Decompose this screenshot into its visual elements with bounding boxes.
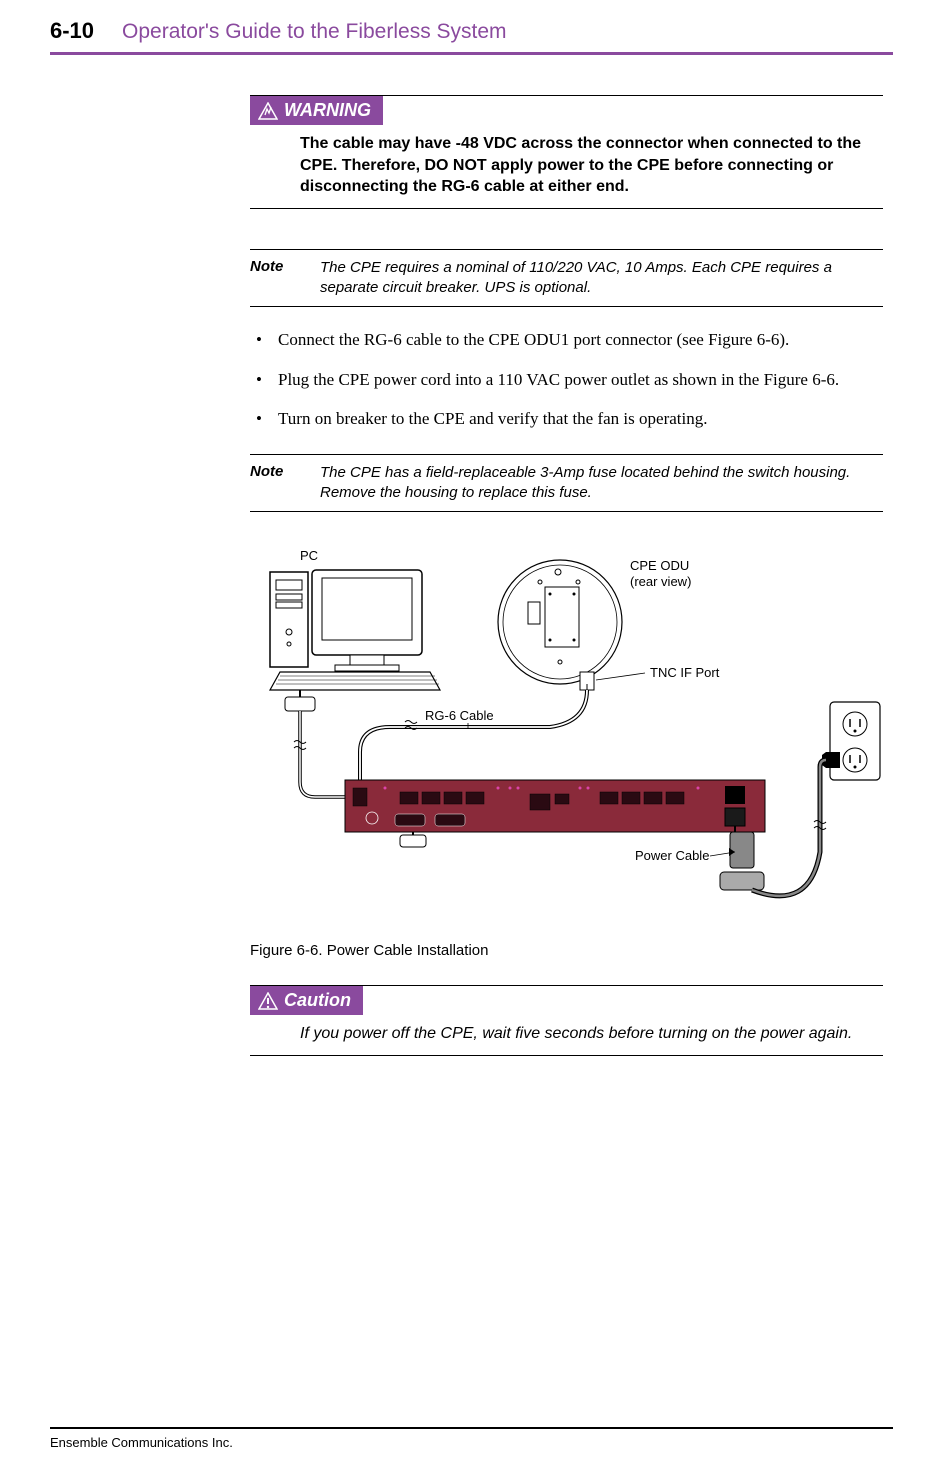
figure-label-odu-sub: (rear view) (630, 574, 691, 589)
note-label-2: Note (250, 463, 320, 504)
note-block-2: Note The CPE has a field-replaceable 3-A… (250, 454, 883, 513)
figure-diagram: PC (250, 542, 910, 922)
footer-rule (50, 1427, 893, 1429)
page-footer: Ensemble Communications Inc. (50, 1427, 893, 1450)
header-title: Operator's Guide to the Fiberless System (122, 20, 507, 44)
caution-block: Caution If you power off the CPE, wait f… (250, 985, 883, 1056)
page-header: 6-10 Operator's Guide to the Fiberless S… (50, 0, 893, 50)
figure-label-odu: CPE ODU (630, 558, 689, 573)
note-label-1: Note (250, 258, 320, 299)
footer-text: Ensemble Communications Inc. (50, 1435, 893, 1450)
figure-label-tnc: TNC IF Port (650, 665, 720, 680)
caution-label: Caution (250, 986, 363, 1015)
note-block-1: Note The CPE requires a nominal of 110/2… (250, 249, 883, 308)
note-text-1: The CPE requires a nominal of 110/220 VA… (320, 258, 883, 299)
warning-body: The cable may have -48 VDC across the co… (300, 133, 883, 198)
caution-label-text: Caution (284, 990, 351, 1011)
figure-label-pc: PC (300, 548, 318, 563)
caution-icon (258, 992, 278, 1010)
warning-label-text: WARNING (284, 100, 371, 121)
page-number: 6-10 (50, 18, 94, 44)
warning-label: WARNING (250, 96, 383, 125)
page: 6-10 Operator's Guide to the Fiberless S… (0, 0, 943, 1480)
figure-area: PC (250, 542, 883, 922)
warning-icon (258, 102, 278, 120)
bullet-item: Connect the RG-6 cable to the CPE ODU1 p… (250, 327, 883, 353)
note-text-2: The CPE has a field-replaceable 3-Amp fu… (320, 463, 883, 504)
figure-label-power: Power Cable (635, 848, 709, 863)
bullet-list: Connect the RG-6 cable to the CPE ODU1 p… (250, 327, 883, 432)
bullet-item: Turn on breaker to the CPE and verify th… (250, 406, 883, 432)
caution-body: If you power off the CPE, wait five seco… (300, 1023, 883, 1045)
content-area: WARNING The cable may have -48 VDC acros… (250, 55, 883, 1056)
warning-block: WARNING The cable may have -48 VDC acros… (250, 95, 883, 209)
figure-label-rg6: RG-6 Cable (425, 708, 494, 723)
figure-caption: Figure 6-6. Power Cable Installation (250, 942, 883, 959)
bullet-item: Plug the CPE power cord into a 110 VAC p… (250, 367, 883, 393)
